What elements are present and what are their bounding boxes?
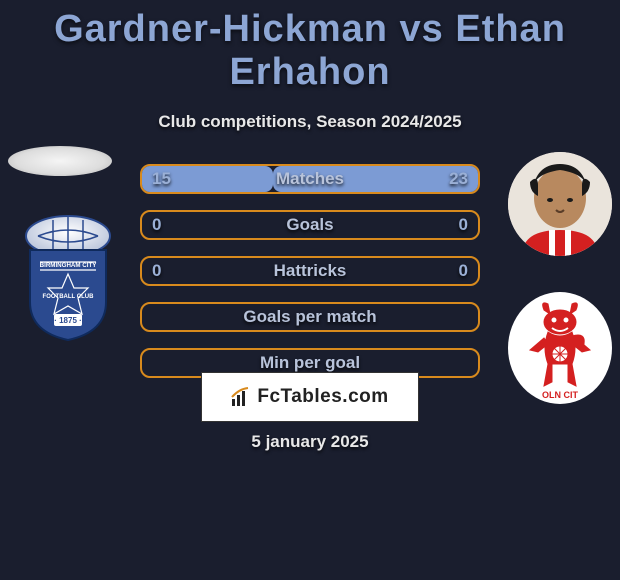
stat-row: 00Hattricks bbox=[140, 256, 480, 286]
stat-row: 00Goals bbox=[140, 210, 480, 240]
club-right-name-partial: OLN CIT bbox=[542, 390, 578, 400]
svg-text:FOOTBALL CLUB: FOOTBALL CLUB bbox=[43, 294, 95, 300]
club-right-crest: OLN CIT bbox=[508, 292, 612, 404]
club-left-crest: BIRMINGHAM CITY FOOTBALL CLUB · 1875 · bbox=[18, 214, 118, 342]
subtitle: Club competitions, Season 2024/2025 bbox=[0, 112, 620, 132]
stat-row: Goals per match bbox=[140, 302, 480, 332]
stat-bars: 1523Matches 00Goals 00Hattricks Goals per m… bbox=[140, 164, 480, 394]
page-title: Gardner-Hickman vs Ethan Erhahon bbox=[0, 0, 620, 94]
player-left-avatar bbox=[8, 146, 112, 176]
stat-label: Goals bbox=[140, 210, 480, 240]
stat-label: Matches bbox=[140, 164, 480, 194]
stat-label: Hattricks bbox=[140, 256, 480, 286]
player-right-avatar bbox=[508, 152, 612, 256]
footer-brand-text: FcTables.com bbox=[257, 386, 388, 408]
comparison-content: BIRMINGHAM CITY FOOTBALL CLUB · 1875 · bbox=[0, 162, 620, 402]
svg-text:BIRMINGHAM CITY: BIRMINGHAM CITY bbox=[40, 262, 98, 269]
stat-row: 1523Matches bbox=[140, 164, 480, 194]
footer-brand-badge: FcTables.com bbox=[201, 372, 419, 422]
stat-label: Goals per match bbox=[140, 302, 480, 332]
chart-icon bbox=[231, 387, 251, 407]
date-text: 5 january 2025 bbox=[0, 432, 620, 452]
club-left-year: · 1875 · bbox=[54, 316, 82, 325]
